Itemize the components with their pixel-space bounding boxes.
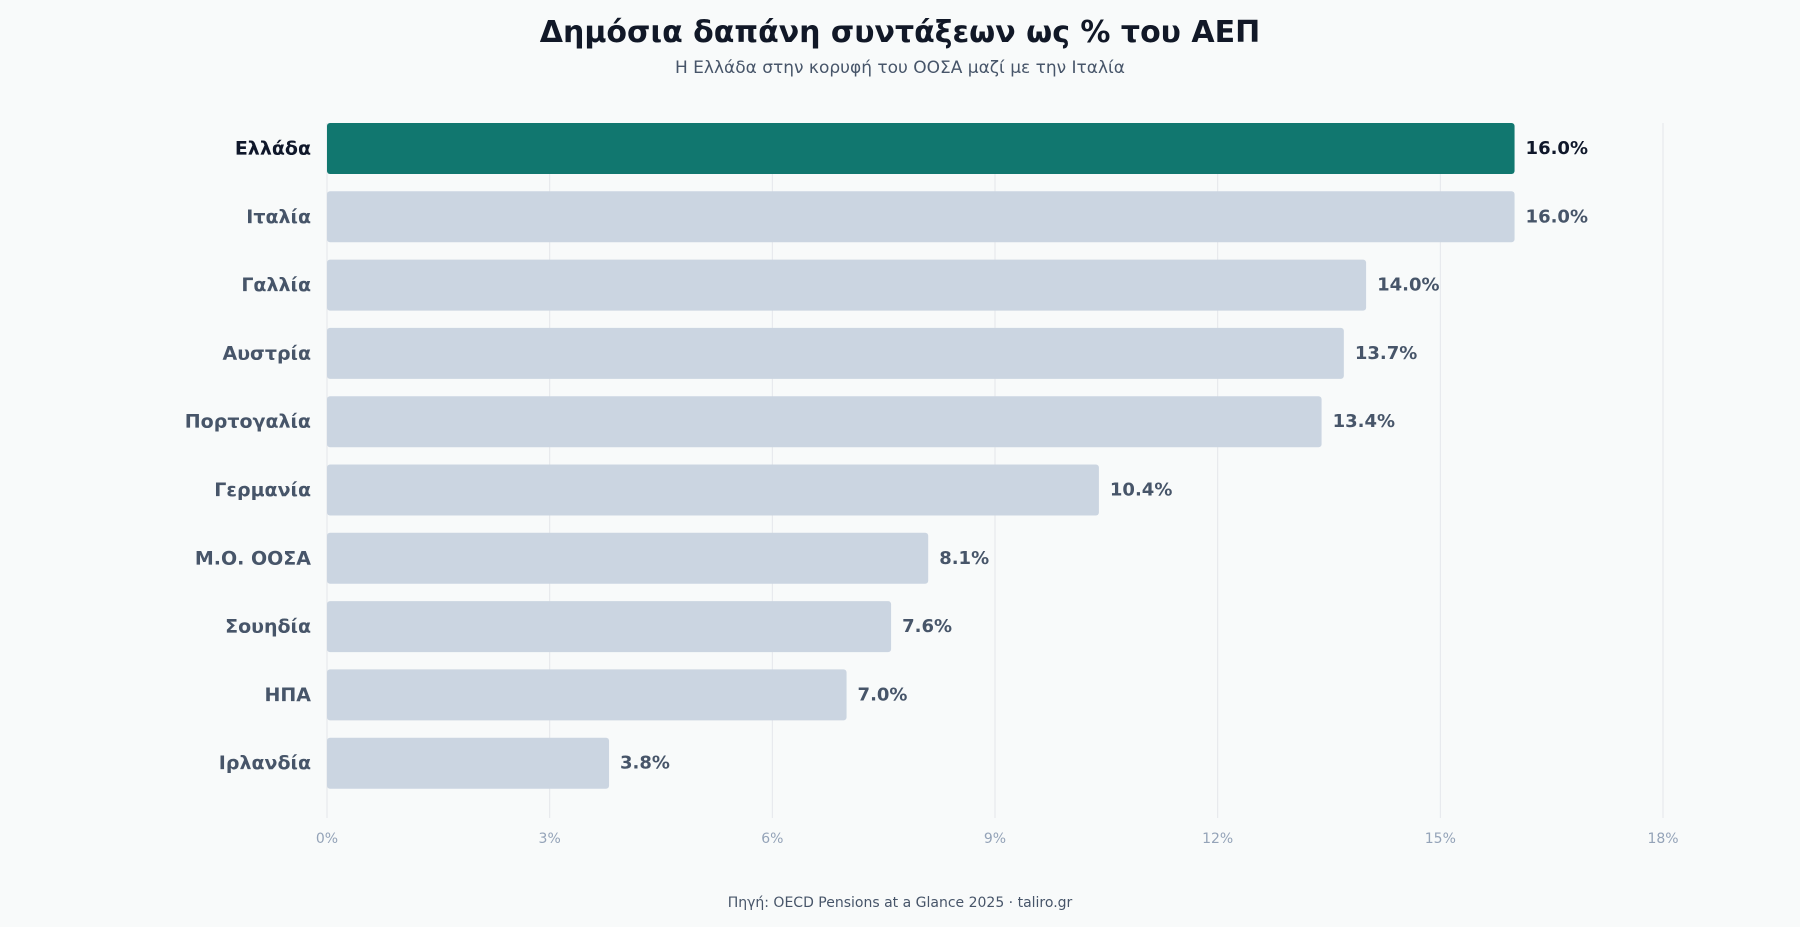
source-note: Πηγή: OECD Pensions at a Glance 2025 · t… <box>727 895 1073 911</box>
category-label: ΗΠΑ <box>264 684 311 706</box>
x-tick-label: 3% <box>539 831 561 847</box>
bar <box>327 327 1344 379</box>
value-label: 8.1% <box>939 548 989 569</box>
value-label: 14.0% <box>1377 275 1439 296</box>
x-tick-label: 15% <box>1425 831 1456 847</box>
bar <box>327 737 610 789</box>
x-tick-label: 0% <box>316 831 338 847</box>
value-label: 16.0% <box>1526 138 1588 159</box>
value-label: 13.7% <box>1355 343 1417 364</box>
x-tick-label: 12% <box>1202 831 1233 847</box>
bar <box>327 191 1515 243</box>
bar <box>327 259 1367 311</box>
value-label: 7.6% <box>902 616 952 637</box>
value-label: 3.8% <box>620 753 670 774</box>
bar <box>327 396 1322 448</box>
x-tick-label: 6% <box>761 831 783 847</box>
bar <box>327 464 1099 516</box>
value-label: 13.4% <box>1333 411 1395 432</box>
x-tick-label: 9% <box>984 831 1006 847</box>
category-label: Σουηδία <box>225 616 311 638</box>
category-label: Μ.Ο. ΟΟΣΑ <box>195 547 311 569</box>
category-label: Γερμανία <box>214 479 311 501</box>
chart-subtitle: Η Ελλάδα στην κορυφή του ΟΟΣΑ μαζί με τη… <box>674 58 1126 78</box>
category-label: Ιταλία <box>246 206 311 228</box>
category-label: Ελλάδα <box>235 138 311 160</box>
x-tick-label: 18% <box>1647 831 1678 847</box>
bar <box>327 601 892 653</box>
value-label: 16.0% <box>1526 206 1588 227</box>
value-label: 7.0% <box>858 684 908 705</box>
category-label: Πορτογαλία <box>185 411 311 433</box>
chart-title: Δημόσια δαπάνη συντάξεων ως % του ΑΕΠ <box>539 15 1261 50</box>
bar <box>327 532 929 584</box>
category-label: Αυστρία <box>222 342 311 364</box>
value-label: 10.4% <box>1110 480 1172 501</box>
category-label: Γαλλία <box>241 274 311 296</box>
bar <box>327 669 847 721</box>
category-label: Ιρλανδία <box>219 752 311 774</box>
bar-highlight <box>327 123 1515 174</box>
